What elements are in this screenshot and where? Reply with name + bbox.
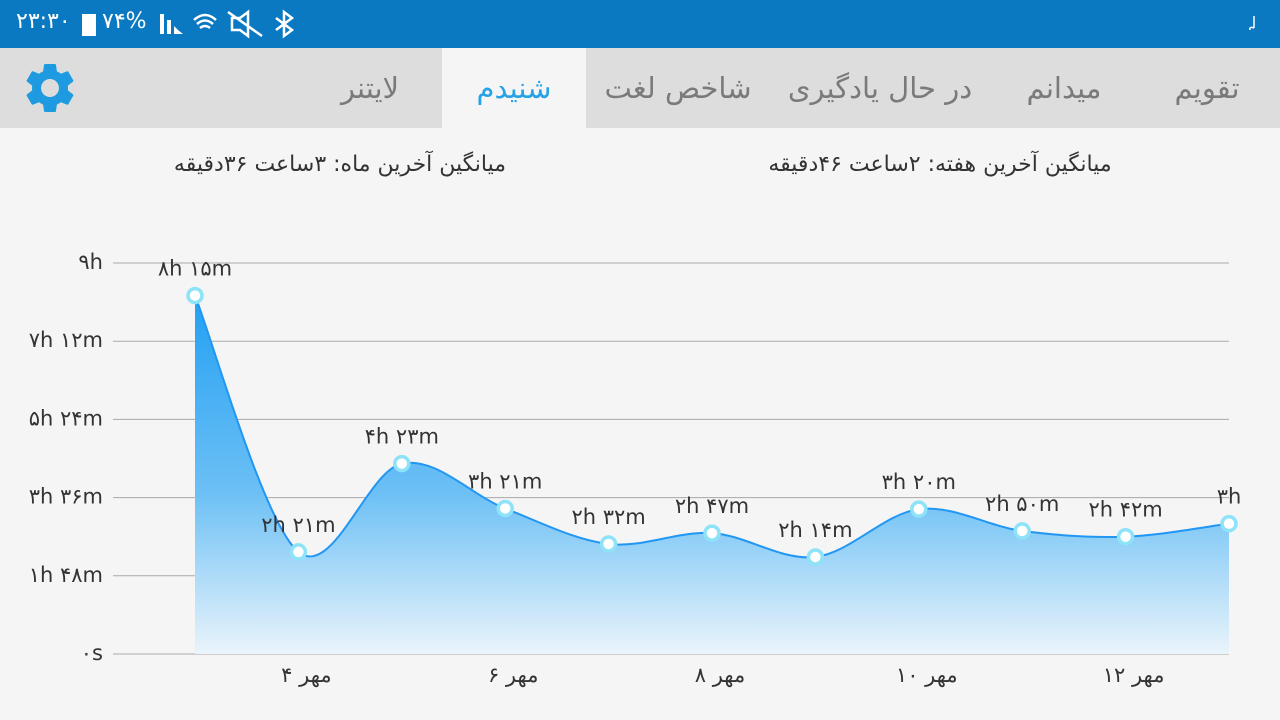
x-tick-label: ۱۲ مهر <box>1103 663 1165 687</box>
point <box>703 524 721 542</box>
data-label: ۴h ۲۳m <box>365 425 439 449</box>
x-tick-label: ۶ مهر <box>488 663 538 687</box>
y-tick-label: ۰s <box>81 641 103 665</box>
area <box>195 295 1229 654</box>
tab[interactable]: شنیدم <box>476 71 552 105</box>
status-icons <box>82 9 1255 39</box>
mute-icon <box>227 9 263 39</box>
battery-level: ۷۴% <box>102 9 147 34</box>
y-tick-label: ۹h <box>78 250 103 274</box>
month-average: میانگین آخرین ماه: ۳ساعت ۳۶دقیقه <box>173 152 507 177</box>
y-tick-label: ۷h ۱۲m <box>29 328 103 352</box>
clock: ۲۳:۳۰ <box>16 9 71 34</box>
chart: ۰s ۱h ۴۸m ۳h ۳۶m ۵h ۲۴m ۷h ۱۲m ۹h ۸h ۱۵m ۲h ۲۱m… <box>29 250 1242 687</box>
point <box>1013 522 1031 540</box>
tab[interactable]: شاخص لغت <box>604 71 752 105</box>
battery-icon <box>82 14 96 36</box>
x-tick-label: ۸ مهر <box>695 663 745 687</box>
tab-bar: تقویم میدانم در حال یادگیری شاخص لغت شنیدم لا… <box>0 48 1280 128</box>
y-tick-label: ۵h ۲۴m <box>29 406 103 430</box>
tab[interactable]: در حال یادگیری <box>787 71 973 105</box>
tab[interactable]: میدانم <box>1026 71 1102 105</box>
week-average: میانگین آخرین هفته: ۲ساعت ۴۶دقیقه <box>768 152 1112 177</box>
x-tick-label: ۴ مهر <box>281 663 331 687</box>
settings-button[interactable] <box>20 58 80 118</box>
data-label: ۲h ۱۴m <box>778 518 852 542</box>
y-tick-label: ۱h ۴۸m <box>29 563 103 587</box>
point <box>289 543 308 561</box>
point <box>1220 514 1238 533</box>
tab[interactable]: تقویم <box>1174 71 1240 105</box>
point <box>393 454 411 473</box>
point <box>1116 527 1135 546</box>
data-label: ۲h ۲۱m <box>261 513 335 537</box>
point <box>496 499 514 518</box>
data-label: ۲h ۴۷m <box>675 494 749 518</box>
point <box>806 548 825 566</box>
bluetooth-icon <box>275 9 295 39</box>
data-label: ۳h ۲۰m <box>882 470 956 494</box>
point <box>910 500 928 518</box>
x-tick-label: ۱۰ مهر <box>896 663 958 687</box>
data-label: ۳h <box>1217 485 1242 509</box>
wifi-icon <box>193 13 217 30</box>
point <box>186 286 204 305</box>
signal-icon <box>160 14 183 34</box>
data-label: ۲h ۳۲m <box>571 505 645 529</box>
point <box>599 535 618 553</box>
y-tick-label: ۳h ۳۶m <box>29 485 103 509</box>
active-tab-background <box>442 48 586 128</box>
line <box>194 295 1230 559</box>
data-label: ۸h ۱۵m <box>158 257 232 281</box>
data-label: ۲h ۴۲m <box>1088 498 1162 522</box>
data-label: ۳h ۲۱m <box>468 469 542 493</box>
music-icon <box>1249 16 1255 31</box>
tab[interactable]: لایتنر <box>340 71 400 105</box>
status-bar: ۲۳:۳۰ ۷۴% <box>0 0 1280 48</box>
data-label: ۲h ۵۰m <box>985 492 1059 516</box>
